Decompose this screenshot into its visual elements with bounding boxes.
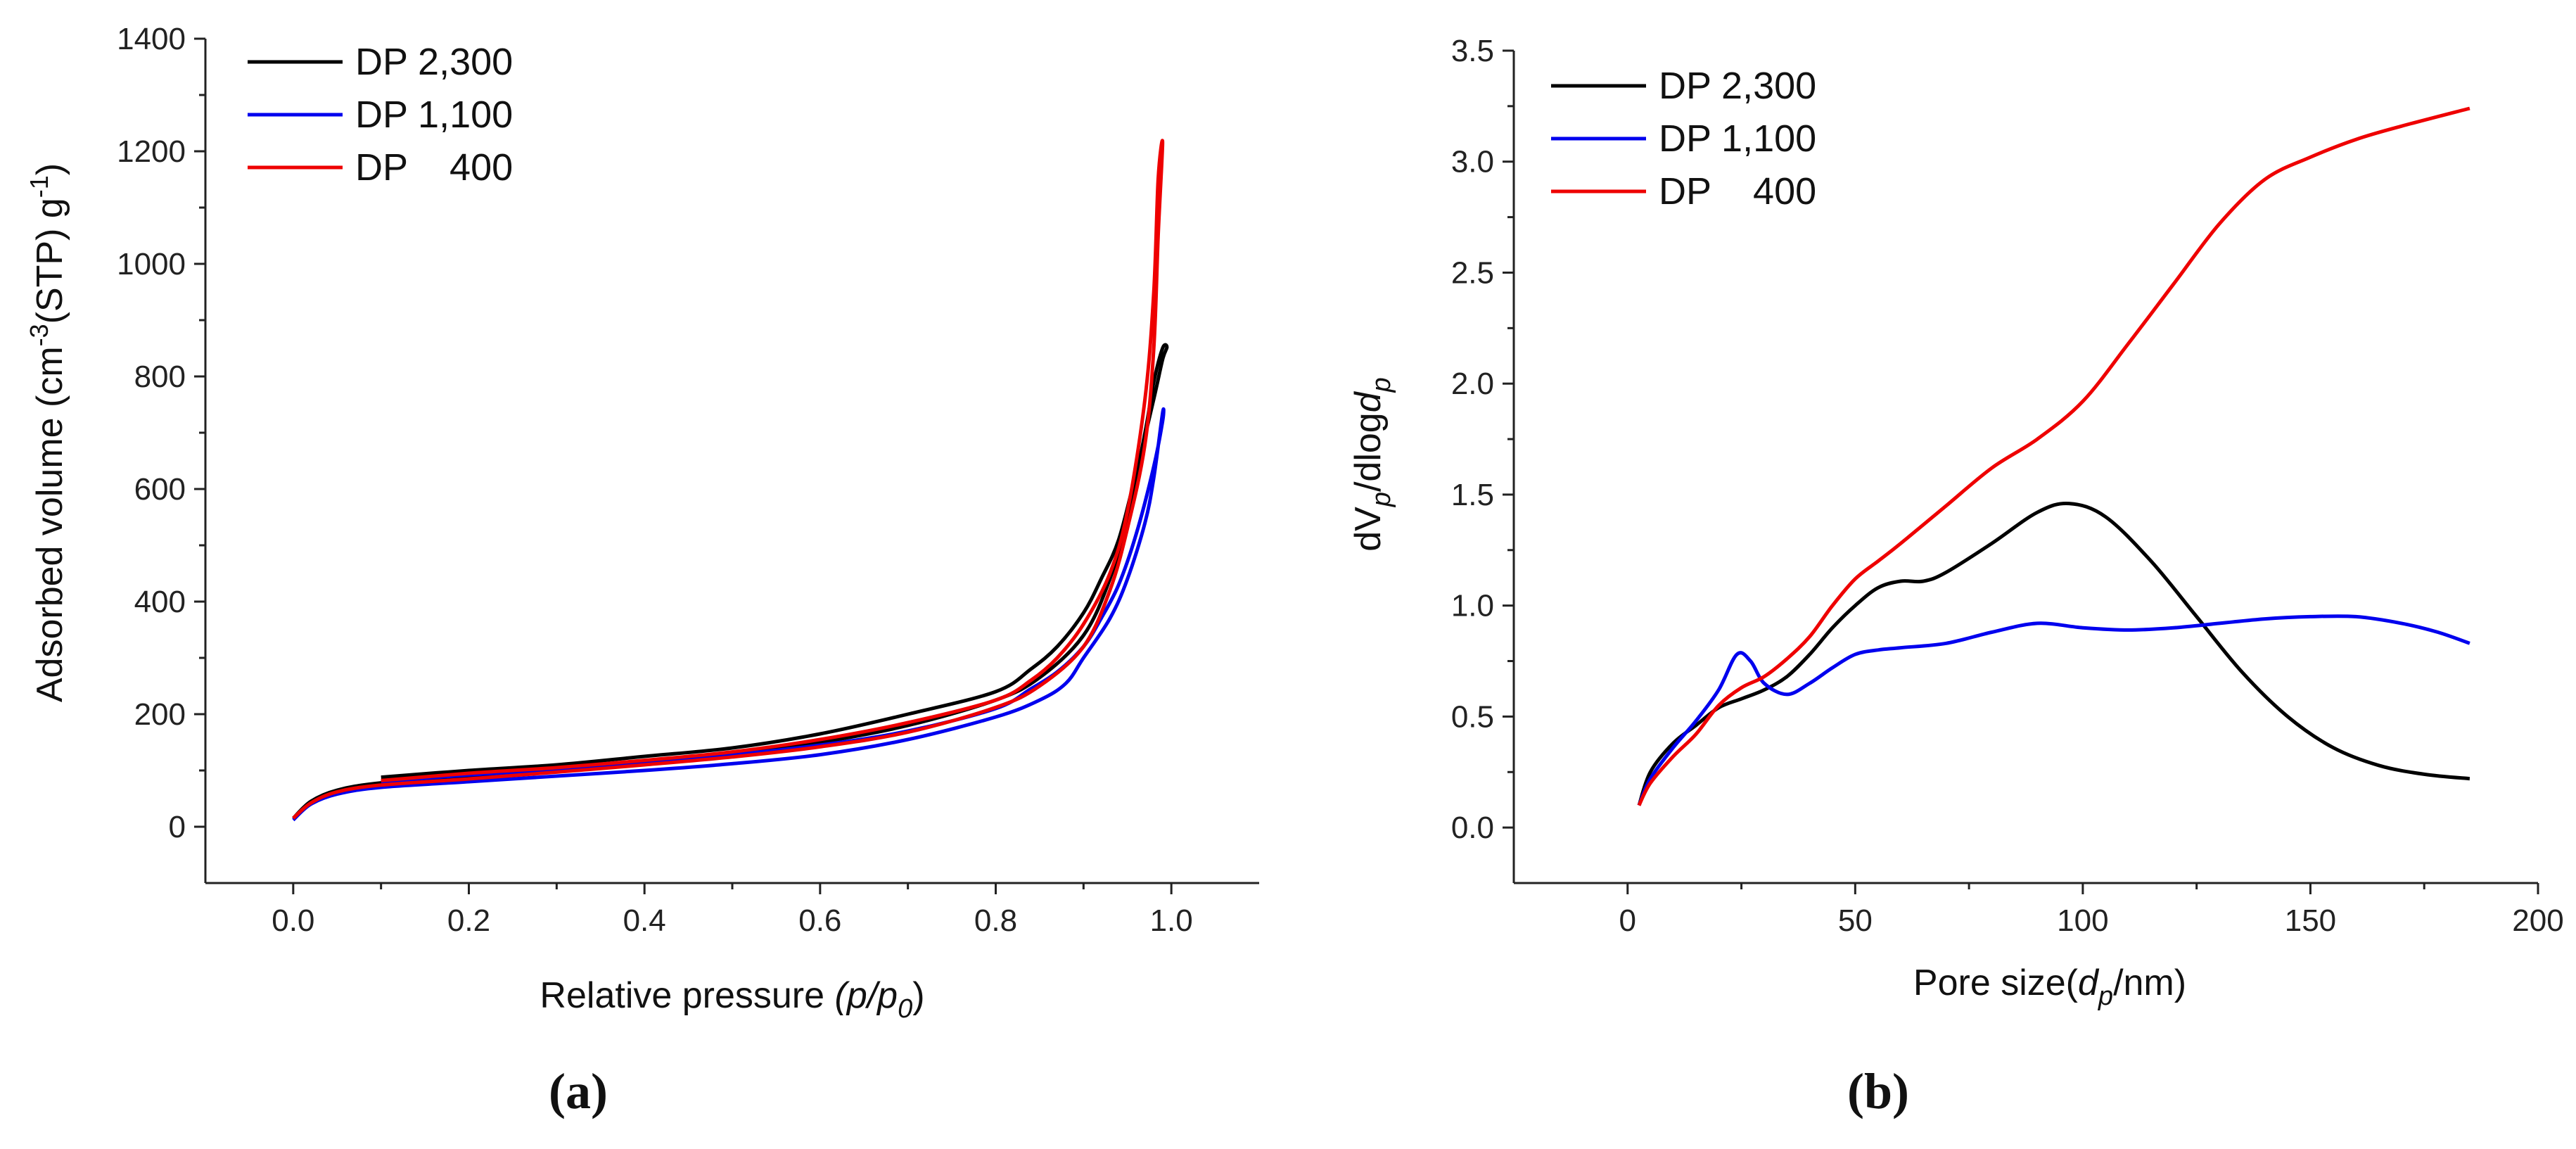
legend-a-label-1: DP 2,300 (355, 41, 513, 83)
panel-a-ytick-label: 600 (134, 472, 186, 507)
panel-b-ytick-label: 0.0 (1451, 811, 1494, 845)
panel-b-ytick-label: 3.5 (1451, 34, 1494, 68)
panel-a-ytick-label: 1200 (117, 134, 186, 169)
panel-a-ytick-label: 800 (134, 360, 186, 394)
panel-b-ylabel: dVp/dlogdp (1348, 377, 1396, 552)
panel-b-ytick-label: 1.0 (1451, 589, 1494, 623)
panel-b-label: (b) (1847, 1063, 1909, 1119)
panel-a-ticks: 0.0 0.2 0.4 0.6 0.8 1.0 0 200 400 600 800 1000 1200 1… (117, 22, 1193, 938)
panel-a-series (292, 139, 1169, 822)
panel-a-xtick-label: 0.2 (447, 903, 490, 938)
panel-b-ytick-label: 2.0 (1451, 367, 1494, 401)
panel-a-ytick-label: 400 (134, 585, 186, 619)
panel-b-axes (1512, 51, 2538, 884)
panel-b-xtick-label: 100 (2057, 903, 2108, 938)
panel-a-ytick-label: 1000 (117, 247, 186, 281)
panel-a-ytick-label: 1400 (117, 22, 186, 56)
panel-b-xtick-label: 150 (2285, 903, 2336, 938)
panel-b-ytick-label: 3.0 (1451, 145, 1494, 179)
panel-b-ytick-label: 0.5 (1451, 699, 1494, 734)
legend-b-label-3: DP 400 (1659, 170, 1816, 212)
panel-b-xtick-label: 0 (1619, 903, 1636, 938)
panel-b-series-1-line (1637, 501, 2470, 806)
panel-a-xtick-label: 0.6 (798, 903, 841, 938)
panel-a-series-1-line (292, 343, 1169, 820)
panel-b-xlabel: Pore size(dp/nm) (1913, 963, 2186, 1011)
legend-a-label-2: DP 1,100 (355, 94, 513, 136)
panel-b-xtick-label: 200 (2512, 903, 2563, 938)
panel-a-xtick-label: 0.8 (974, 903, 1017, 938)
panel-b-series-2-line (1637, 614, 2470, 806)
panel-b-series-3-line (1637, 106, 2470, 806)
panel-a-xlabel: Relative pressure (p/p0) (540, 975, 924, 1024)
panel-a-ytick-label: 0 (169, 810, 186, 844)
panel-b-ytick-label: 2.5 (1451, 255, 1494, 290)
panel-a-xtick-label: 0.0 (272, 903, 314, 938)
panel-a-label: (a) (549, 1063, 608, 1119)
panel-b-series (1637, 106, 2470, 806)
panel-b-legend: DP 2,300 DP 1,100 DP 400 (1551, 65, 1816, 212)
legend-a-label-3: DP 400 (355, 146, 513, 189)
legend-b-label-1: DP 2,300 (1659, 65, 1816, 107)
panel-a-ylabel: Adsorbed volume (cm-3(STP) g-1) (25, 163, 70, 702)
panel-b: 0 50 100 150 200 0.0 0.5 1.0 1.5 2.0 2.5 3.0 3.5 Por… (1348, 34, 2564, 1119)
panel-a-xtick-label: 0.4 (623, 903, 666, 938)
panel-a-legend: DP 2,300 DP 1,100 DP 400 (248, 41, 513, 189)
panel-b-ytick-label: 1.5 (1451, 478, 1494, 512)
panel-a-ytick-label: 200 (134, 697, 186, 732)
panel-b-ticks: 0 50 100 150 200 0.0 0.5 1.0 1.5 2.0 2.5 3.0 3.5 (1451, 34, 2564, 938)
panel-a-xtick-label: 1.0 (1150, 903, 1193, 938)
legend-b-label-2: DP 1,100 (1659, 118, 1816, 160)
panel-a-series-3-line (292, 139, 1165, 820)
panel-b-xtick-label: 50 (1838, 903, 1873, 938)
panel-a: 0.0 0.2 0.4 0.6 0.8 1.0 0 200 400 600 800 1000 1200 1… (25, 22, 1259, 1119)
